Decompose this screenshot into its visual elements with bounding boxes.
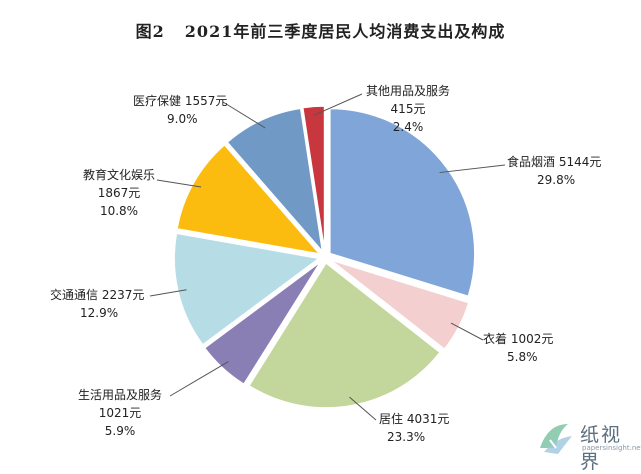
leader-line-2	[349, 396, 377, 421]
chart-title: 图2 2021年前三季度居民人均消费支出及构成	[0, 18, 641, 42]
leader-line-1	[450, 322, 484, 341]
label-household: 生活用品及服务 1021元 5.9%	[78, 386, 162, 440]
slice-amount: 1002元	[510, 332, 554, 346]
slice-amount: 1557元	[184, 94, 228, 108]
slice-name: 教育文化娱乐	[83, 168, 156, 182]
pie-slice-2	[247, 261, 442, 409]
leader-line-3	[169, 361, 229, 397]
slice-percent: 23.3%	[387, 430, 426, 444]
label-clothing: 衣着 1002元 5.8%	[483, 330, 553, 366]
slice-name: 生活用品及服务	[78, 388, 163, 402]
slice-amount: 1867元	[97, 186, 141, 200]
slice-percent: 5.9%	[104, 424, 136, 438]
slice-percent: 29.8%	[537, 173, 576, 187]
slice-name: 交通通信	[50, 288, 99, 302]
label-healthcare: 医疗保健 1557元 9.0%	[133, 92, 227, 128]
pie-chart	[149, 93, 506, 421]
label-other: 其他用品及服务 415元 2.4%	[366, 82, 450, 136]
label-transport: 交通通信 2237元 12.9%	[50, 286, 144, 322]
watermark-url: papersinsight.net	[582, 444, 641, 452]
figure-number: 图2	[135, 22, 165, 41]
pie-slice-6	[226, 107, 324, 254]
pie-slice-4	[173, 232, 322, 346]
pie-slice-7	[301, 105, 326, 252]
watermark: 纸视界 papersinsight.net	[534, 418, 641, 473]
leader-line-0	[439, 164, 506, 174]
slice-percent: 9.0%	[167, 112, 198, 126]
slice-percent: 2.4%	[392, 120, 424, 134]
slice-name: 其他用品及服务	[366, 84, 451, 98]
slice-name: 衣着	[483, 332, 508, 346]
pie-slice-3	[203, 260, 322, 386]
slice-name: 食品烟酒	[507, 155, 556, 169]
label-education: 教育文化娱乐 1867元 10.8%	[83, 166, 155, 220]
slice-percent: 12.9%	[80, 306, 119, 320]
slice-amount: 4031元	[406, 412, 450, 426]
pie-slice-0	[329, 107, 476, 298]
leader-line-4	[149, 289, 187, 297]
slice-percent: 10.8%	[99, 204, 139, 218]
leader-line-5	[156, 179, 202, 188]
slice-amount: 1021元	[98, 406, 142, 420]
pie-slice-5	[176, 143, 322, 256]
slice-name: 居住	[379, 412, 404, 426]
slice-amount: 5144元	[558, 155, 602, 169]
leader-line-7	[314, 93, 363, 116]
label-housing: 居住 4031元 23.3%	[379, 410, 449, 446]
leader-line-6	[222, 101, 266, 129]
label-food: 食品烟酒 5144元 29.8%	[507, 153, 601, 189]
slice-amount: 2237元	[101, 288, 145, 302]
watermark-logo-icon	[540, 424, 572, 454]
slice-name: 医疗保健	[133, 94, 182, 108]
slice-percent: 5.8%	[507, 350, 538, 364]
chart-title-text: 2021年前三季度居民人均消费支出及构成	[184, 22, 506, 41]
slice-amount: 415元	[390, 102, 426, 116]
